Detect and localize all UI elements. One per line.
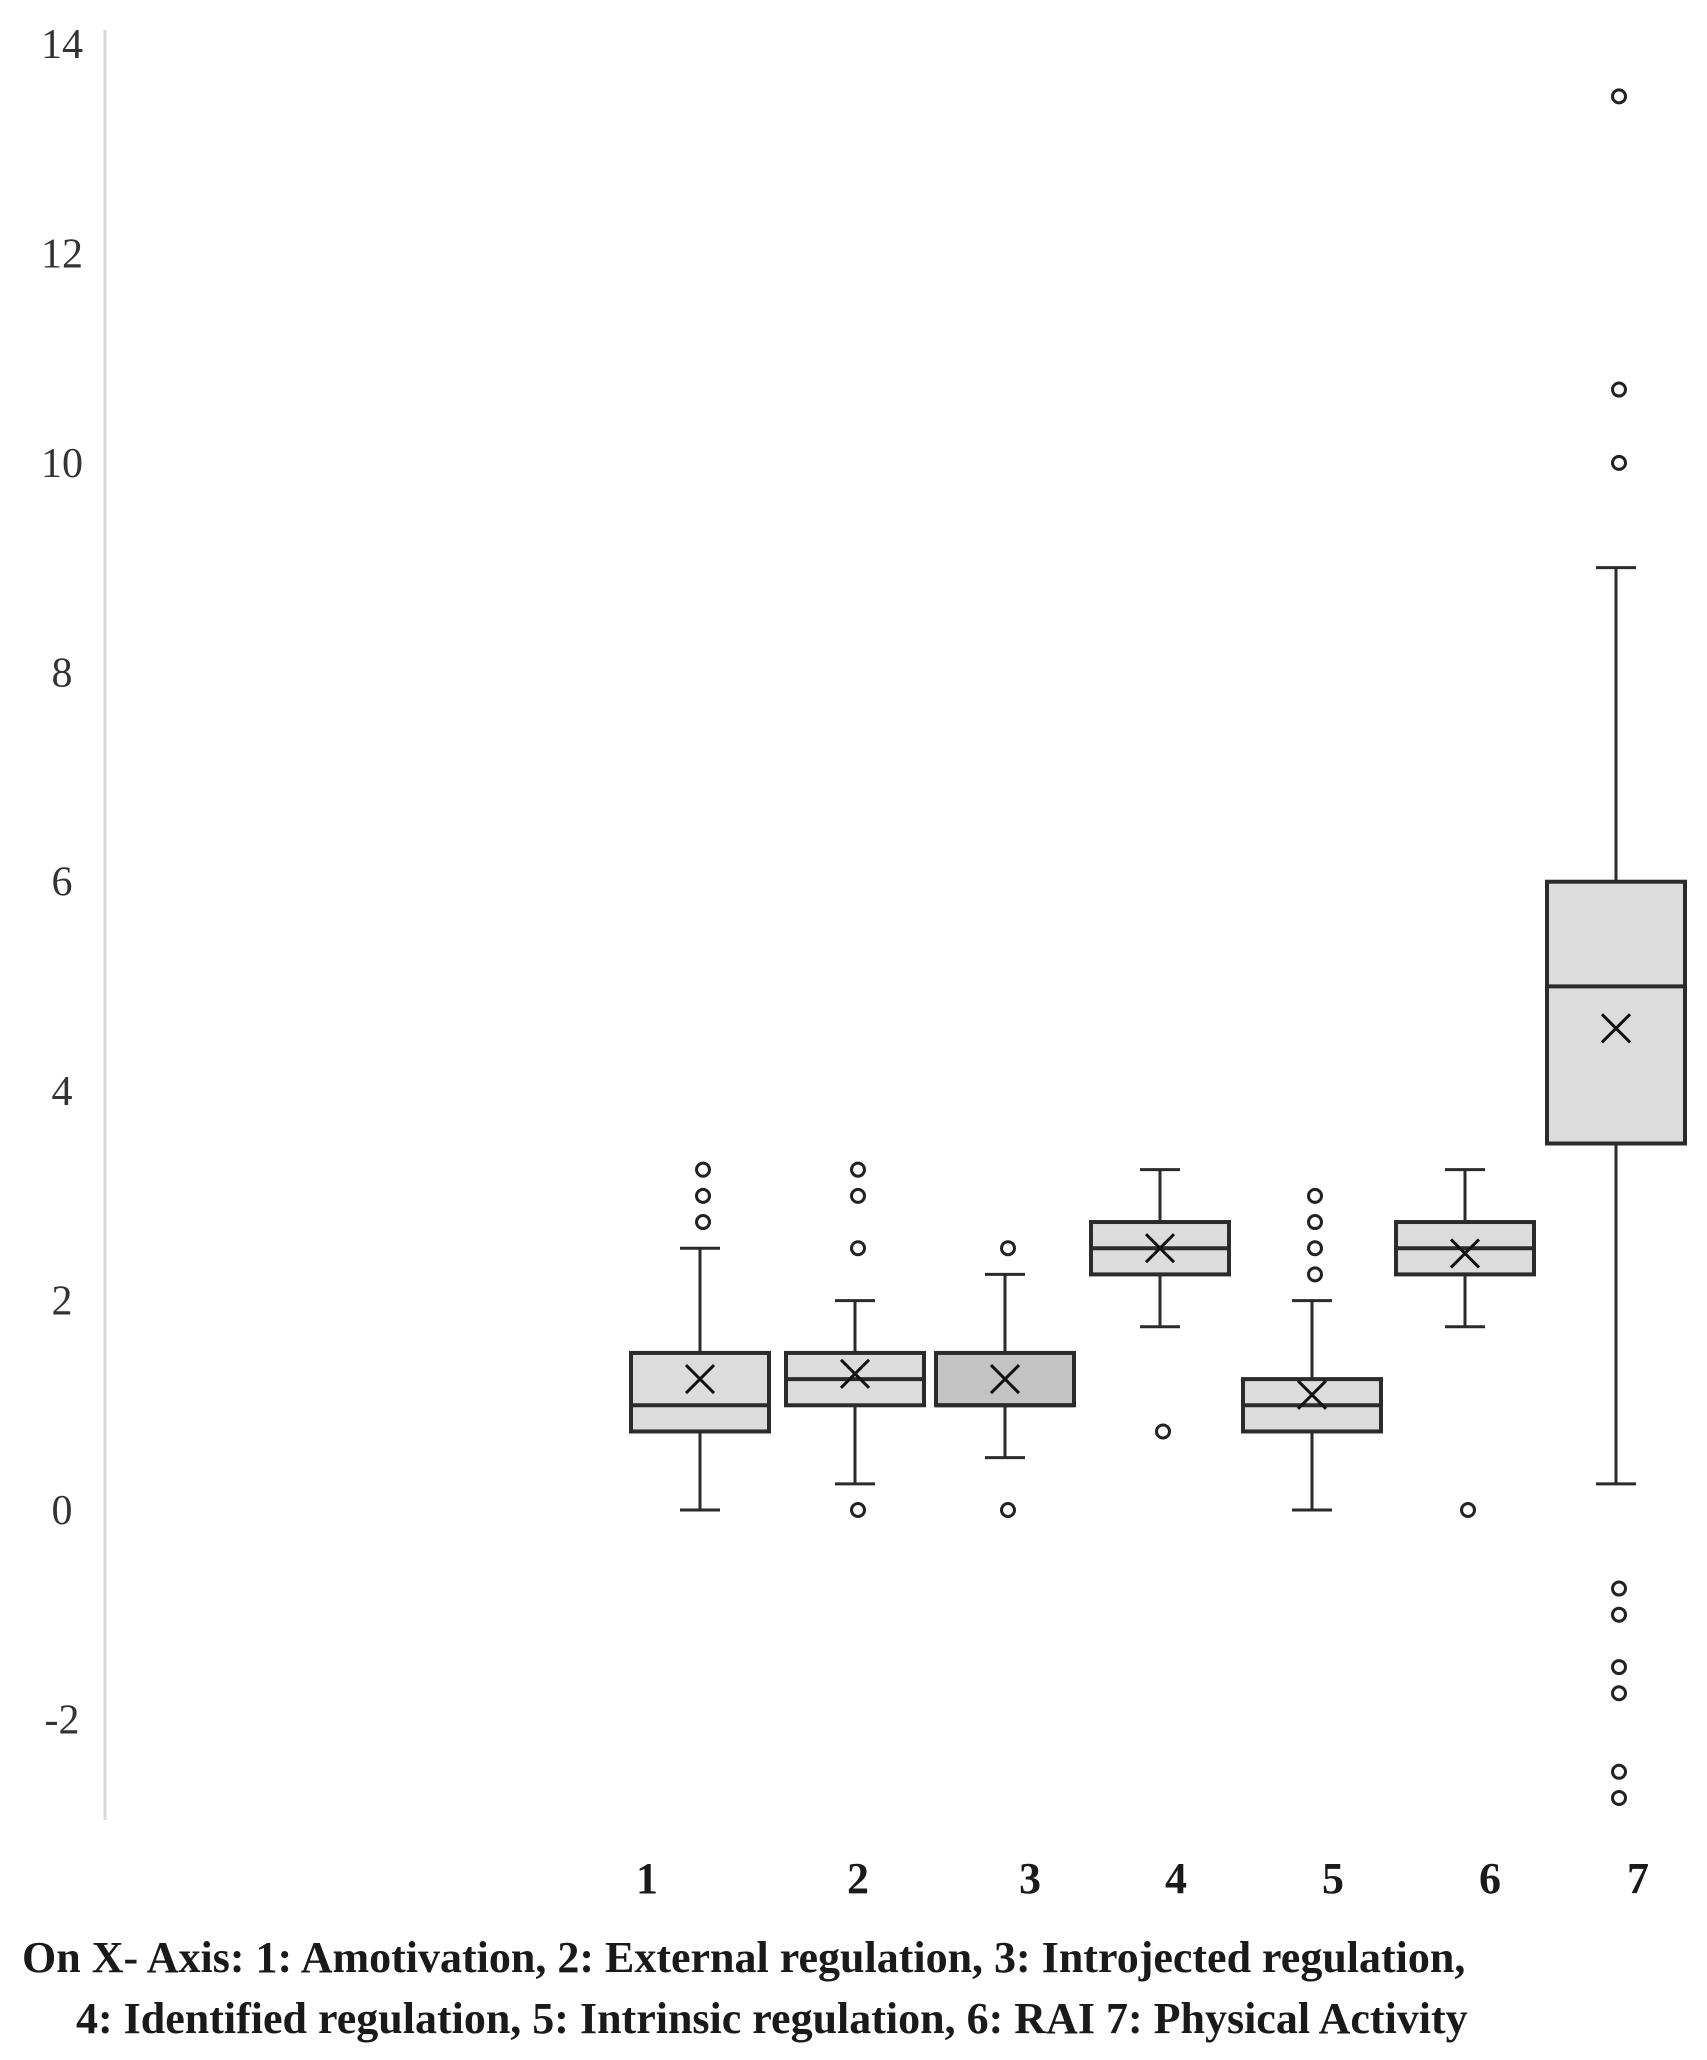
outlier-point [1611, 1685, 1627, 1702]
x-tick-label: 6 [1479, 1854, 1501, 1903]
mean-marker [1296, 1379, 1328, 1410]
outlier-point [1611, 454, 1627, 471]
y-tick-label: 8 [52, 650, 73, 696]
y-tick-label: 2 [52, 1279, 73, 1325]
y-tick-label: 4 [52, 1069, 73, 1115]
iqr-box [1545, 879, 1687, 1146]
x-axis-note-line-1: On X- Axis: 1: Amotivation, 2: External … [22, 1933, 1466, 1982]
outlier-point [1000, 1502, 1016, 1518]
y-tick-label: -2 [45, 1697, 80, 1743]
outlier-point [850, 1187, 866, 1204]
outlier-point [1611, 381, 1627, 398]
outlier-point [850, 1240, 866, 1257]
y-tick-label: 14 [41, 22, 83, 68]
outlier-point [1611, 1659, 1627, 1676]
outlier-point [1611, 88, 1627, 105]
x-tick-label: 2 [847, 1854, 869, 1903]
outlier-point [695, 1187, 711, 1204]
outlier-point [850, 1161, 866, 1178]
outlier-point [1611, 1580, 1627, 1597]
outlier-point [1611, 1789, 1627, 1806]
outlier-point [1611, 1763, 1627, 1780]
x-tick-label: 3 [1019, 1854, 1041, 1903]
mean-marker [1144, 1233, 1176, 1264]
y-tick-label: 0 [52, 1488, 73, 1534]
outlier-point [1460, 1502, 1476, 1518]
mean-marker [989, 1364, 1021, 1395]
x-tick-label: 4 [1165, 1854, 1187, 1903]
x-tick-label: 5 [1322, 1854, 1344, 1903]
outlier-point [1307, 1214, 1323, 1231]
iqr-box [629, 1350, 771, 1434]
y-tick-label: 12 [41, 231, 83, 277]
outlier-point [1155, 1423, 1171, 1440]
outlier-point [695, 1161, 711, 1178]
mean-marker [1600, 1013, 1632, 1044]
mean-marker [839, 1358, 871, 1389]
outlier-point [695, 1214, 711, 1231]
outlier-point [1307, 1266, 1323, 1283]
outlier-point [1307, 1240, 1323, 1257]
mean-marker [1449, 1238, 1481, 1269]
y-tick-label: 10 [41, 441, 83, 487]
y-tick-label: 6 [52, 860, 73, 906]
outlier-point [1611, 1606, 1627, 1623]
mean-marker [684, 1364, 716, 1395]
x-tick-label: 1 [636, 1854, 658, 1903]
outlier-point [850, 1502, 866, 1518]
x-axis-note-line-2: 4: Identified regulation, 5: Intrinsic r… [76, 1994, 1468, 2043]
outlier-point [1000, 1240, 1016, 1257]
outlier-point [1307, 1187, 1323, 1204]
x-tick-label: 7 [1627, 1854, 1649, 1903]
